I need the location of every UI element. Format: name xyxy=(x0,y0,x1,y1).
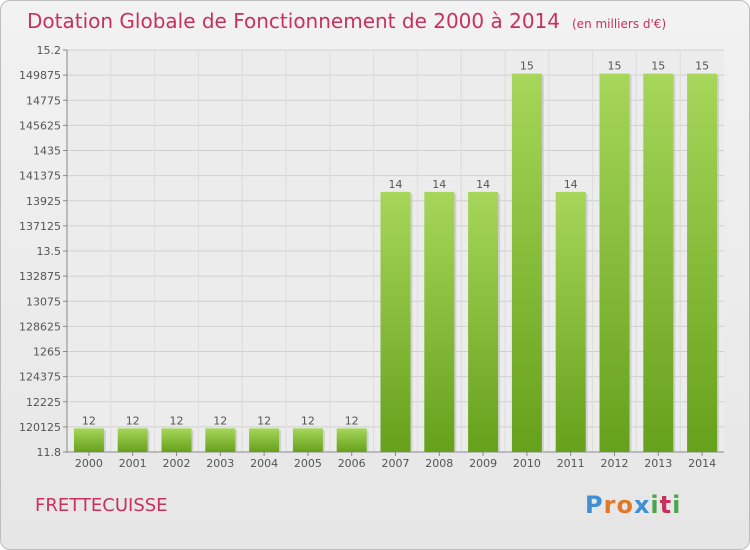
y-tick-label: 132875 xyxy=(19,270,61,283)
x-tick-label: 2001 xyxy=(119,457,147,470)
x-tick-label: 2000 xyxy=(75,457,103,470)
chart-subtitle: (en milliers d'€) xyxy=(572,17,667,31)
x-tick-label: 2008 xyxy=(425,457,453,470)
bar xyxy=(73,428,104,452)
bar xyxy=(117,428,148,452)
y-tick-label: 13925 xyxy=(26,195,61,208)
bar-value-label: 15 xyxy=(651,60,665,73)
bar xyxy=(599,73,630,452)
x-tick-label: 2007 xyxy=(382,457,410,470)
y-tick-label: 13075 xyxy=(26,295,61,308)
bar-value-label: 12 xyxy=(170,414,184,427)
x-tick-label: 2003 xyxy=(206,457,234,470)
y-tick-label: 13.5 xyxy=(37,245,62,258)
x-tick-label: 2012 xyxy=(601,457,629,470)
y-tick-label: 14775 xyxy=(26,94,61,107)
bar-value-label: 12 xyxy=(213,414,227,427)
y-tick-label: 128625 xyxy=(19,320,61,333)
logo-letter: r xyxy=(603,491,617,519)
bar xyxy=(468,191,499,452)
bars xyxy=(73,73,720,452)
y-tick-label: 149875 xyxy=(19,69,61,82)
labels: 11.8 120125 12225 124375 1265 128625 13075 1328… xyxy=(19,44,716,470)
bar xyxy=(555,191,586,452)
y-tick-label: 1265 xyxy=(33,346,61,359)
logo-letter: i xyxy=(672,491,682,519)
bar-value-label: 12 xyxy=(345,414,359,427)
x-tick-label: 2011 xyxy=(557,457,585,470)
bar xyxy=(336,428,367,452)
x-tick-label: 2010 xyxy=(513,457,541,470)
bar xyxy=(292,428,323,452)
bar xyxy=(161,428,192,452)
bar-value-label: 15 xyxy=(608,60,622,73)
bar xyxy=(424,191,455,452)
bar xyxy=(511,73,542,452)
bar xyxy=(380,191,411,452)
logo-letter: t xyxy=(659,491,673,519)
bar-value-label: 15 xyxy=(520,60,534,73)
bar xyxy=(687,73,718,452)
bar xyxy=(205,428,236,452)
chart-title: Dotation Globale de Fonctionnement de 20… xyxy=(27,9,666,33)
x-tick-label: 2006 xyxy=(338,457,366,470)
logo-letter: o xyxy=(616,491,634,519)
y-tick-label: 137125 xyxy=(19,220,61,233)
bar-value-label: 14 xyxy=(432,178,446,191)
y-tick-label: 11.8 xyxy=(37,446,62,459)
y-tick-label: 141375 xyxy=(19,170,61,183)
x-tick-label: 2005 xyxy=(294,457,322,470)
bar xyxy=(249,428,280,452)
x-tick-label: 2014 xyxy=(688,457,716,470)
proxiti-logo: Proxiti xyxy=(585,491,681,519)
x-tick-label: 2004 xyxy=(250,457,278,470)
y-tick-label: 120125 xyxy=(19,421,61,434)
bar xyxy=(643,73,674,452)
y-tick-label: 124375 xyxy=(19,371,61,384)
logo-letter: P xyxy=(585,491,604,519)
commune-name: FRETTECUISSE xyxy=(35,495,168,516)
bar-value-label: 12 xyxy=(126,414,140,427)
x-tick-label: 2013 xyxy=(644,457,672,470)
bar-value-label: 14 xyxy=(564,178,578,191)
title-text: Dotation Globale de Fonctionnement de 20… xyxy=(27,9,560,33)
x-tick-label: 2002 xyxy=(163,457,191,470)
logo-letter: i xyxy=(650,491,660,519)
bar-value-label: 12 xyxy=(82,414,96,427)
y-tick-label: 12225 xyxy=(26,396,61,409)
y-tick-label: 15.2 xyxy=(37,44,62,57)
logo-letter: x xyxy=(633,491,651,519)
bar-value-label: 14 xyxy=(476,178,490,191)
bar-value-label: 12 xyxy=(301,414,315,427)
x-tick-label: 2009 xyxy=(469,457,497,470)
bar-value-label: 15 xyxy=(695,60,709,73)
bar-value-label: 12 xyxy=(257,414,271,427)
y-tick-label: 1435 xyxy=(33,145,61,158)
y-tick-label: 145625 xyxy=(19,119,61,132)
bar-value-label: 14 xyxy=(389,178,403,191)
